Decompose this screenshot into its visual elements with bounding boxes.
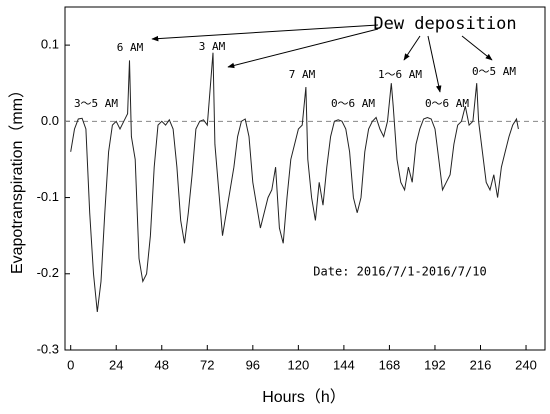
- x-tick-label: 144: [333, 357, 355, 372]
- arrow: [427, 35, 442, 93]
- arrow: [403, 35, 421, 61]
- annotation: Dew deposition: [373, 14, 516, 34]
- y-tick-label: 0.0: [41, 113, 59, 128]
- arrow: [227, 28, 379, 69]
- arrow: [151, 24, 379, 42]
- plot-frame: [64, 6, 546, 351]
- x-tick-label: 96: [246, 357, 260, 372]
- arrow: [461, 35, 493, 61]
- x-tick-label: 0: [67, 357, 74, 372]
- annotation: 3 AM: [199, 40, 226, 53]
- annotation: 6 AM: [117, 41, 144, 54]
- annotation: 3～5 AM: [74, 97, 118, 110]
- x-tick-label: 72: [200, 357, 214, 372]
- x-tick-label: 216: [470, 357, 492, 372]
- data-line: [70, 52, 519, 312]
- y-tick-label: -0.1: [37, 189, 59, 204]
- x-axis-title: Hours（h）: [262, 388, 346, 406]
- y-axis-title: Evapotranspiration（mm）: [8, 82, 26, 274]
- annotation: 7 AM: [289, 68, 316, 81]
- annotation: 0～6 AM: [425, 97, 469, 110]
- x-tick-label: 24: [109, 357, 123, 372]
- x-tick-label: 240: [515, 357, 537, 372]
- annotation: 0～5 AM: [472, 65, 516, 78]
- x-tick-label: 120: [288, 357, 310, 372]
- annotation: Date: 2016/7/1-2016/7/10: [313, 265, 486, 279]
- annotation: 1～6 AM: [378, 68, 422, 81]
- y-tick-label: -0.3: [37, 341, 59, 356]
- x-tick-label: 192: [424, 357, 446, 372]
- y-tick-label: 0.1: [41, 37, 59, 52]
- x-tick-label: 48: [155, 357, 169, 372]
- y-tick-label: -0.2: [37, 265, 59, 280]
- x-tick-label: 168: [379, 357, 401, 372]
- arrows: [151, 24, 493, 93]
- annotation: 0～6 AM: [331, 97, 375, 110]
